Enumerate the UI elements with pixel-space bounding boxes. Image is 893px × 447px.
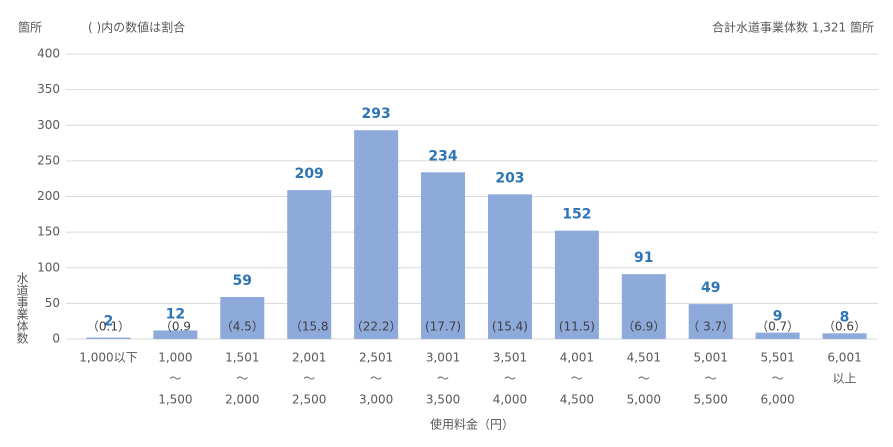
x-tick-label: ～ (370, 372, 382, 386)
x-tick-label: ～ (504, 372, 516, 386)
x-tick-label: 2,001 (292, 351, 326, 365)
y-tick-label: 400 (37, 47, 60, 61)
value-label: 49 (701, 280, 720, 296)
x-tick-label: 6,000 (760, 393, 794, 407)
value-label: 59 (233, 273, 252, 289)
x-tick-label: 5,501 (760, 351, 794, 365)
x-tick-label: ～ (437, 372, 449, 386)
x-tick-label: ～ (638, 372, 650, 386)
share-label: （22.2） (351, 320, 402, 334)
x-tick-label: 4,501 (627, 351, 661, 365)
share-label: (15.4) (492, 320, 528, 334)
value-label: 12 (166, 306, 185, 322)
x-tick-label: 3,500 (426, 393, 460, 407)
bar (487, 194, 532, 339)
y-tick-label: 200 (37, 189, 60, 203)
bar (554, 230, 599, 339)
x-tick-label: 3,501 (493, 351, 527, 365)
value-label: 8 (840, 309, 850, 325)
value-label: 203 (495, 170, 524, 186)
value-label: 293 (362, 106, 391, 122)
y-tick-label: 0 (52, 332, 60, 346)
x-tick-label: 4,500 (560, 393, 594, 407)
bar (688, 304, 733, 339)
x-tick-label: ～ (169, 372, 181, 386)
x-tick-label: 6,001 (827, 351, 861, 365)
bar (220, 296, 265, 339)
x-tick-label: ～ (236, 372, 248, 386)
share-label: （4.5） (221, 320, 264, 334)
x-tick-label: 5,000 (627, 393, 661, 407)
value-label: 9 (773, 309, 783, 325)
x-tick-label: ～ (705, 372, 717, 386)
bar (354, 130, 399, 339)
total-label: 合計水道事業体数 1,321 箇所 (712, 20, 874, 35)
x-tick-label: 4,000 (493, 393, 527, 407)
x-tick-label: 5,500 (694, 393, 728, 407)
y-tick-label: 250 (37, 153, 60, 167)
share-label: （ 3.7） (687, 320, 734, 334)
x-tick-label: 2,501 (359, 351, 393, 365)
share-label: （0.9 (160, 320, 191, 334)
value-label: 91 (634, 250, 653, 266)
x-axis-label: 使用料金（円） (430, 417, 514, 432)
bar (621, 274, 666, 339)
share-label: （6.9） (622, 320, 665, 334)
x-tick-label: 3,001 (426, 351, 460, 365)
x-tick-label: 1,000 (158, 351, 192, 365)
x-tick-label: 5,001 (694, 351, 728, 365)
x-tick-label: 2,000 (225, 393, 259, 407)
y-tick-label: 100 (37, 260, 60, 274)
share-label: （15.8 (290, 320, 329, 334)
share-label: (11.5) (559, 320, 595, 334)
y-tick-label: 50 (45, 296, 60, 310)
bar (153, 330, 198, 339)
x-tick-label: 以上 (833, 372, 857, 386)
y-tick-label: 300 (37, 118, 60, 132)
x-tick-label: 2,500 (292, 393, 326, 407)
value-label: 2 (104, 314, 114, 330)
bar (822, 333, 867, 339)
x-tick-label: ～ (571, 372, 583, 386)
value-label: 152 (562, 207, 591, 223)
share-label: （0.1） (87, 320, 130, 334)
share-label: （0.6） (823, 320, 866, 334)
x-tick-label: 1,000以下 (79, 351, 137, 365)
x-tick-label: 3,000 (359, 393, 393, 407)
share-label: (17.7) (425, 320, 461, 334)
y-unit: 箇所 (18, 21, 42, 35)
value-label: 234 (428, 148, 457, 164)
bar (421, 172, 466, 339)
value-label: 209 (295, 166, 324, 182)
note: ( )内の数値は割合 (88, 20, 185, 35)
bar (287, 190, 332, 339)
x-tick-label: 4,001 (560, 351, 594, 365)
y-tick-label: 350 (37, 82, 60, 96)
bar (755, 332, 800, 339)
x-tick-label: ～ (303, 372, 315, 386)
x-tick-label: ～ (772, 372, 784, 386)
x-tick-label: 1,500 (158, 393, 192, 407)
y-axis-label: 水道事業体数 (15, 272, 29, 345)
share-label: （0.7） (756, 320, 799, 334)
y-tick-label: 150 (37, 225, 60, 239)
bar (86, 337, 131, 339)
x-tick-label: 1,501 (225, 351, 259, 365)
